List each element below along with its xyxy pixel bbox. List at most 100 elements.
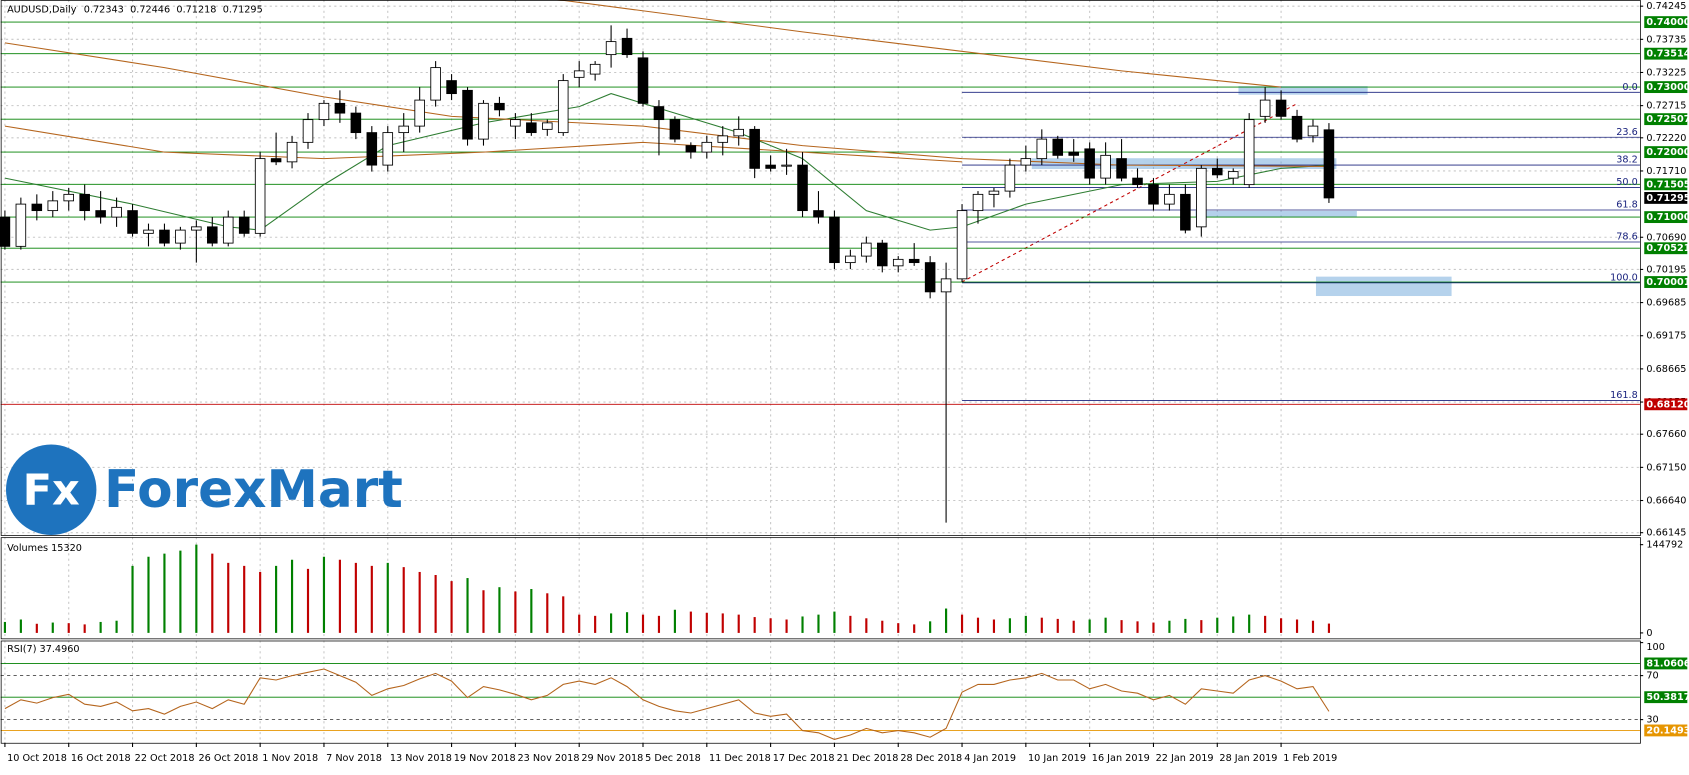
y-tick-label: 0.69175 (1646, 331, 1686, 342)
open: 0.72343 (84, 5, 124, 16)
candle-body (685, 145, 697, 153)
x-tick-label: 5 Dec 2018 (645, 753, 701, 764)
level-box (1644, 657, 1688, 670)
y-tick-label: 0.70690 (1646, 232, 1686, 243)
fib-label: 38.2 (1616, 155, 1638, 166)
y-tick-label: 0.73735 (1646, 34, 1686, 45)
zone (1238, 86, 1368, 95)
candle-body (270, 158, 282, 163)
candle-body (1323, 129, 1335, 199)
candle-body (717, 135, 729, 143)
level-label: 0.71505 (1646, 179, 1689, 190)
candle-body (254, 158, 266, 234)
level-box (1644, 113, 1688, 126)
zone (1031, 158, 1337, 169)
level-box (1644, 47, 1688, 60)
trend-line (961, 102, 1298, 283)
candle-body (1164, 193, 1175, 205)
y-tick-label: 70 (1646, 671, 1658, 682)
grid (0, 0, 1640, 743)
x-tick-label: 17 Dec 2018 (773, 753, 835, 764)
candle-body (972, 193, 984, 212)
candle-body (47, 200, 59, 212)
candle-body (1275, 99, 1287, 117)
x-tick-label: 16 Jan 2019 (1092, 753, 1150, 764)
level-label: 0.72000 (1646, 147, 1689, 158)
y-tick-label: 0.72220 (1646, 133, 1686, 144)
level-box (1644, 242, 1688, 255)
candle-body (1227, 171, 1239, 179)
candle-body (175, 229, 186, 244)
candle-body (653, 106, 665, 121)
candle-body (733, 128, 744, 137)
candle-body (573, 70, 585, 78)
logo: Fx ForexMart (5, 444, 403, 535)
level-box (1644, 276, 1688, 288)
candle-body (861, 242, 872, 257)
moving-average (556, 0, 1282, 88)
low: 0.71218 (176, 5, 216, 16)
current-price-box (1644, 192, 1688, 204)
fib-label: 50.0 (1616, 177, 1638, 188)
panel-frame (0, 640, 1641, 744)
candle-body (15, 203, 27, 247)
zone (1315, 276, 1452, 297)
candle-body (924, 262, 936, 293)
x-tick-label: 28 Jan 2019 (1219, 753, 1277, 764)
candle-body (1052, 138, 1064, 156)
candle-body (1259, 99, 1271, 117)
candle-body (79, 193, 90, 212)
level-box (1644, 211, 1688, 224)
candle-body (318, 102, 330, 121)
candle-body (95, 210, 106, 218)
candle-body (669, 119, 681, 140)
level-box (1644, 178, 1688, 191)
candle-body (892, 258, 904, 267)
y-tick-label: 100 (1646, 642, 1664, 653)
level-label: 0.71000 (1646, 212, 1689, 223)
x-tick-label: 11 Dec 2018 (709, 753, 771, 764)
y-tick-label: 0.73225 (1646, 67, 1686, 78)
x-tick-label: 16 Oct 2018 (71, 753, 131, 764)
candle-body (940, 278, 952, 293)
y-tick-label: 0.69685 (1646, 298, 1686, 309)
zone (1195, 210, 1357, 218)
candle-body (398, 125, 409, 134)
candle-body (621, 37, 633, 56)
moving-average (4, 42, 1329, 167)
candle-body (350, 112, 362, 134)
high: 0.72446 (130, 5, 170, 16)
level-label: 20.1493 (1646, 725, 1689, 736)
y-tick-label: 0.70195 (1646, 264, 1686, 275)
volume-title: Volumes 15320 (7, 543, 82, 554)
candle-body (701, 141, 713, 153)
y-tick-label: 144792 (1646, 540, 1683, 551)
candle-body (542, 122, 553, 130)
candle-body (286, 141, 298, 163)
candle-body (908, 258, 920, 264)
level-label: 0.73000 (1646, 82, 1689, 93)
candle-body (637, 57, 649, 104)
level-box (1644, 398, 1688, 411)
candle-body (829, 216, 840, 264)
level-box (1644, 691, 1688, 704)
candle-body (414, 99, 425, 127)
candle-body (462, 89, 473, 140)
panel-frame (0, 0, 1641, 536)
header: AUDUSD,Daily 0.72343 0.72446 0.71218 0.7… (7, 5, 263, 16)
y-tick-label: 30 (1646, 715, 1658, 726)
candle-body (1148, 184, 1159, 205)
y-tick-label: 0.67660 (1646, 429, 1686, 440)
candle-body (1116, 158, 1127, 179)
candle-body (159, 229, 170, 244)
level-label: 0.70521 (1646, 243, 1689, 254)
level-label: 0.70001 (1646, 277, 1689, 288)
candle-body (446, 80, 457, 95)
candle-body (797, 164, 808, 212)
fib-label: 23.6 (1616, 127, 1638, 138)
candle-body (207, 226, 218, 244)
candle-body (143, 229, 154, 234)
candle-body (765, 164, 776, 169)
